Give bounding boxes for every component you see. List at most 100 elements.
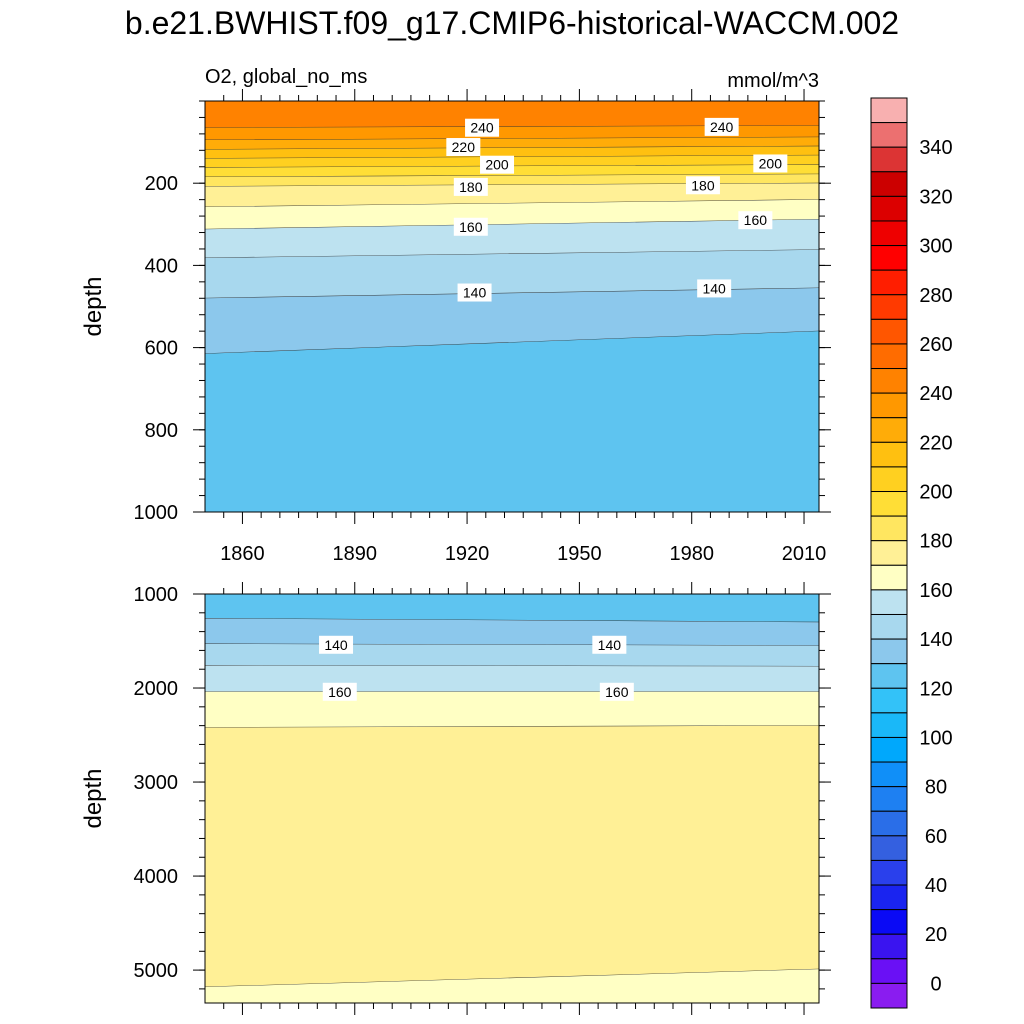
contour-label: 240 bbox=[465, 118, 500, 137]
contour-band-150 bbox=[205, 219, 819, 259]
contour-bands bbox=[205, 594, 819, 1003]
svg-text:140: 140 bbox=[324, 637, 348, 653]
contour-label: 160 bbox=[322, 682, 357, 701]
x-tick-label: 1860 bbox=[220, 543, 265, 565]
x-tick-label: 1950 bbox=[557, 543, 602, 565]
colorbar-label: 300 bbox=[919, 236, 952, 258]
colorbar-swatch bbox=[870, 982, 908, 1009]
colorbar-swatch bbox=[870, 638, 908, 665]
contour-label: 140 bbox=[697, 279, 732, 298]
colorbar-label: 20 bbox=[925, 924, 947, 946]
colorbar-label: 340 bbox=[919, 137, 952, 159]
x-tick-label: 1980 bbox=[669, 543, 714, 565]
colorbar-swatch bbox=[870, 171, 908, 197]
colorbar-label: 240 bbox=[919, 383, 952, 405]
colorbar-swatch bbox=[870, 712, 908, 738]
contour-label: 180 bbox=[453, 177, 488, 196]
colorbar-swatch bbox=[870, 564, 908, 591]
svg-text:240: 240 bbox=[710, 119, 734, 135]
colorbar-swatch bbox=[870, 491, 908, 517]
colorbar-swatch bbox=[870, 368, 908, 394]
x-tick-label: 2010 bbox=[782, 543, 827, 565]
bottom-panel: 140 140 160 160 1000 2000 3000 4000 5000 depth bbox=[80, 582, 831, 1015]
x-tick-label: 1890 bbox=[333, 543, 378, 565]
svg-text:160: 160 bbox=[744, 212, 768, 228]
colorbar-label: 60 bbox=[925, 826, 947, 848]
y-tick-label: 3000 bbox=[134, 772, 179, 794]
colorbar-swatch bbox=[870, 663, 908, 689]
contour-label: 180 bbox=[685, 176, 720, 195]
colorbar-swatch bbox=[870, 958, 908, 984]
colorbar-swatch bbox=[870, 540, 908, 566]
y-tick-label: 200 bbox=[145, 173, 178, 195]
contour-label: 160 bbox=[599, 682, 634, 701]
colorbar-swatch bbox=[870, 318, 908, 345]
colorbar-swatch bbox=[870, 859, 908, 886]
colorbar-swatch bbox=[870, 195, 908, 222]
colorbar-swatch bbox=[870, 736, 908, 763]
contour-band-140 bbox=[205, 643, 819, 667]
svg-text:160: 160 bbox=[605, 684, 629, 700]
svg-text:180: 180 bbox=[691, 177, 715, 193]
contour-label: 220 bbox=[446, 138, 481, 157]
colorbar-swatch bbox=[870, 146, 908, 173]
contour-label: 140 bbox=[592, 635, 627, 654]
svg-text:220: 220 bbox=[452, 139, 476, 155]
contour-label: 140 bbox=[457, 283, 492, 302]
colorbar-label: 80 bbox=[925, 777, 947, 799]
contour-label: 200 bbox=[753, 154, 788, 173]
colorbar-swatch bbox=[870, 122, 908, 148]
colorbar-swatch bbox=[870, 761, 908, 788]
contour-label: 140 bbox=[319, 635, 354, 654]
contour-band-160 bbox=[205, 691, 819, 728]
y-axis-label: depth bbox=[80, 768, 107, 828]
plot-frame bbox=[204, 593, 820, 1004]
colorbar-swatch bbox=[870, 786, 908, 812]
top-panel-right-label: mmol/m^3 bbox=[727, 70, 819, 92]
contour-band-170 bbox=[205, 725, 819, 988]
plot-frame bbox=[204, 100, 820, 513]
contour-band-140 bbox=[205, 249, 819, 299]
colorbar: 0 20 40 60 80 100 120 140 160 180 200 220 240 260 280 3… bbox=[870, 97, 953, 1009]
colorbar-label: 160 bbox=[919, 580, 952, 602]
contour-band-160 bbox=[205, 199, 819, 230]
svg-text:240: 240 bbox=[470, 120, 494, 136]
contour-band-150 bbox=[205, 665, 819, 692]
y-tick-label: 1000 bbox=[134, 584, 179, 606]
colorbar-swatch bbox=[870, 245, 908, 271]
contour-band-180 bbox=[205, 174, 819, 187]
colorbar-swatch bbox=[870, 933, 908, 960]
colorbar-label: 140 bbox=[919, 629, 952, 651]
contour-band-130 bbox=[205, 288, 819, 354]
y-tick-label: 1000 bbox=[134, 502, 179, 524]
y-tick-label: 4000 bbox=[134, 866, 179, 888]
y-tick-label: 800 bbox=[145, 420, 178, 442]
colorbar-swatch bbox=[870, 835, 908, 861]
y-axis-label: depth bbox=[80, 276, 107, 336]
colorbar-swatch bbox=[870, 909, 908, 935]
colorbar-swatch bbox=[870, 294, 908, 320]
colorbar-label: 200 bbox=[919, 482, 952, 504]
contour-label: 160 bbox=[738, 211, 773, 230]
colorbar-swatch bbox=[870, 392, 908, 419]
colorbar-swatch bbox=[870, 220, 908, 247]
colorbar-label: 40 bbox=[925, 875, 947, 897]
colorbar-swatch bbox=[870, 687, 908, 714]
colorbar-swatch bbox=[870, 613, 908, 640]
contour-band-130 bbox=[205, 618, 819, 646]
colorbar-label: 220 bbox=[919, 432, 952, 454]
colorbar-label: 100 bbox=[919, 727, 952, 749]
contour-band-210 bbox=[205, 146, 819, 159]
colorbar-label: 120 bbox=[919, 678, 952, 700]
colorbar-swatch bbox=[870, 466, 908, 493]
colorbar-swatch bbox=[870, 269, 908, 296]
contour-label: 160 bbox=[453, 217, 488, 236]
contour-band-230 bbox=[205, 125, 819, 141]
colorbar-swatch bbox=[870, 97, 908, 124]
figure-title: b.e21.BWHIST.f09_g17.CMIP6-historical-WA… bbox=[125, 5, 899, 41]
svg-text:200: 200 bbox=[759, 155, 783, 171]
colorbar-swatch bbox=[870, 515, 908, 542]
svg-text:140: 140 bbox=[702, 280, 726, 296]
